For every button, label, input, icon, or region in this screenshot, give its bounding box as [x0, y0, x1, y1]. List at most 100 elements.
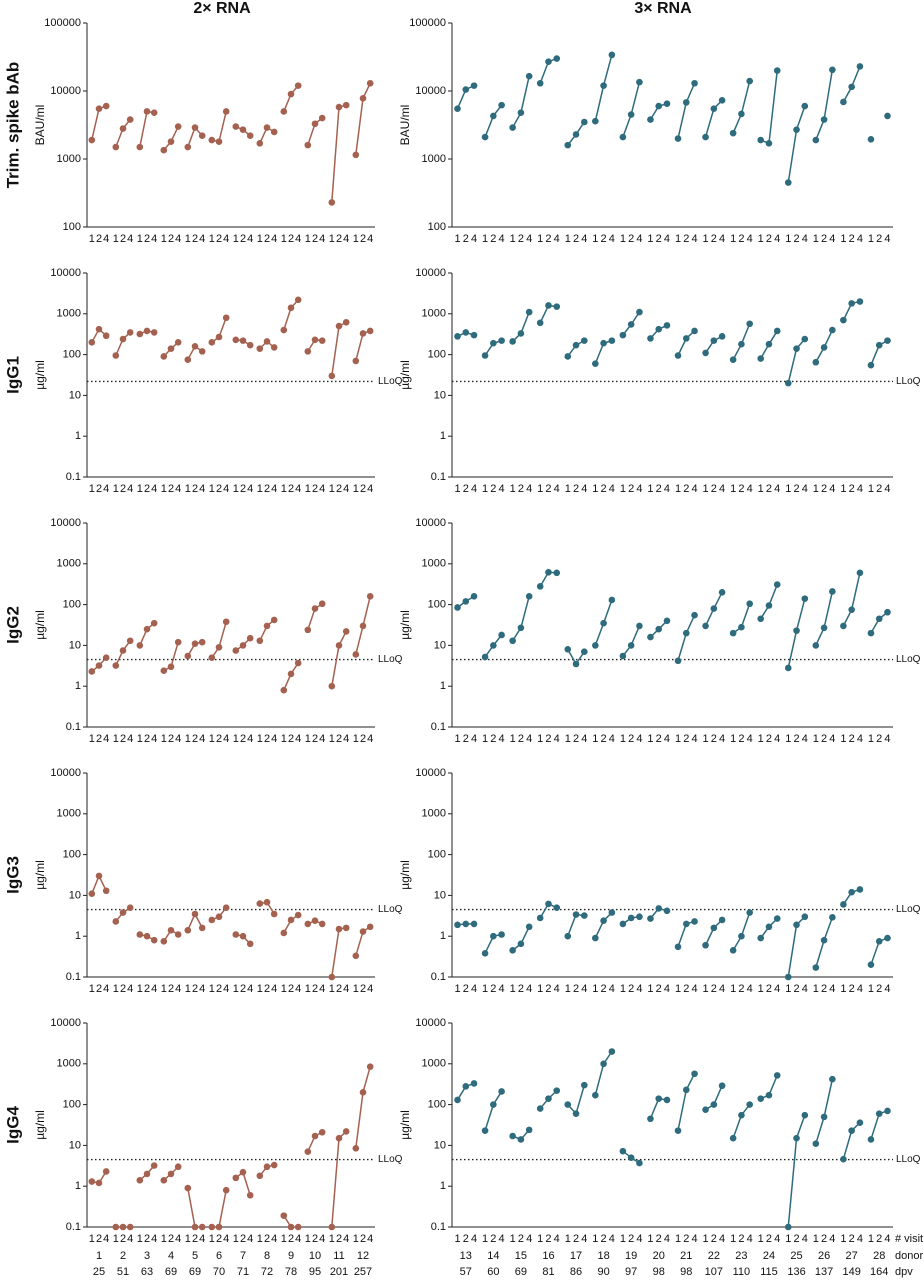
data-point	[829, 588, 836, 595]
data-point	[536, 1105, 544, 1112]
x-tick-label: 4	[554, 733, 560, 745]
data-point	[636, 913, 643, 921]
data-point	[848, 83, 855, 91]
data-point	[840, 901, 847, 908]
data-point	[875, 1110, 883, 1117]
data-point	[342, 924, 350, 932]
data-point	[525, 72, 533, 80]
x-tick-label: 1	[281, 983, 287, 995]
donor-line	[677, 82, 696, 139]
data-point	[636, 308, 643, 316]
x-tick-label: 2	[490, 983, 496, 995]
donor-line	[115, 119, 131, 148]
data-point	[738, 110, 745, 118]
x-tick-label: 1	[647, 483, 653, 495]
x-tick-label: 4	[319, 233, 325, 245]
data-point	[88, 890, 96, 898]
data-point	[801, 335, 809, 343]
y-tick-label: 10000	[50, 767, 81, 779]
x-tick-label: 4	[127, 483, 133, 495]
dpv-label: 69	[165, 1266, 177, 1278]
x-tick-label: 1	[730, 733, 736, 745]
data-point	[263, 622, 271, 630]
data-point	[663, 100, 671, 108]
data-point	[545, 302, 552, 309]
data-point	[682, 629, 690, 637]
data-point	[867, 961, 875, 969]
x-tick-label: 1	[758, 233, 764, 245]
donor-line	[677, 1073, 696, 1131]
x-tick-label: 2	[144, 233, 150, 245]
x-tick-label: 2	[264, 1233, 270, 1245]
x-tick-label: 2	[144, 983, 150, 995]
x-tick-label: 2	[96, 983, 102, 995]
donor-label: 16	[542, 1250, 554, 1262]
donor-label: 9	[288, 1250, 294, 1262]
data-point	[608, 909, 616, 916]
data-point	[256, 1172, 264, 1180]
data-point	[359, 330, 367, 337]
data-point	[280, 108, 288, 115]
data-point	[536, 319, 544, 327]
data-point	[801, 595, 809, 602]
data-point	[304, 141, 312, 149]
x-tick-label: 4	[319, 733, 325, 745]
x-tick-label: 4	[719, 733, 725, 745]
data-point	[627, 1154, 635, 1161]
x-tick-label: 4	[223, 1233, 229, 1245]
y-tick-label: 10	[69, 889, 81, 901]
x-tick-label: 2	[264, 983, 270, 995]
x-tick-label: 2	[793, 983, 799, 995]
x-tick-label: 4	[664, 233, 670, 245]
data-point	[572, 660, 580, 668]
x-tick-label: 4	[319, 483, 325, 495]
data-point	[884, 1107, 891, 1115]
data-point	[126, 1223, 134, 1231]
x-tick-label: 1	[703, 983, 709, 995]
data-point	[498, 931, 505, 938]
data-point	[581, 1081, 588, 1089]
data-point	[718, 916, 726, 924]
data-point	[691, 1070, 698, 1078]
data-point	[848, 300, 855, 307]
x-tick-label: 4	[609, 233, 615, 245]
donor-label: 7	[240, 1250, 246, 1262]
donor-line	[283, 85, 299, 112]
data-point	[160, 1176, 168, 1184]
donor-line	[622, 81, 641, 138]
reference-label: LLoQ	[896, 654, 921, 665]
x-tick-label: 2	[463, 983, 469, 995]
data-point	[517, 109, 525, 116]
y-tick-label: 10000	[415, 85, 446, 97]
donor-label: 3	[144, 1250, 150, 1262]
x-tick-label: 2	[573, 1233, 579, 1245]
data-point	[856, 886, 864, 893]
dpv-label: 136	[787, 1266, 805, 1278]
x-tick-label: 4	[343, 983, 349, 995]
data-point	[867, 629, 875, 637]
data-point	[848, 1127, 855, 1134]
data-point	[793, 627, 800, 634]
data-point	[359, 1089, 367, 1096]
x-tick-label: 4	[581, 483, 587, 495]
data-point	[270, 616, 278, 624]
y-tick-label: 0.1	[66, 971, 81, 983]
data-point	[481, 950, 489, 957]
donor-label: 23	[735, 1250, 747, 1262]
y-tick-label: 1000	[57, 308, 81, 320]
y-tick-label: 100	[63, 349, 81, 361]
dpv-label: 60	[487, 1266, 499, 1278]
x-tick-label: 1	[537, 983, 543, 995]
x-tick-label: 2	[120, 983, 126, 995]
x-tick-label: 1	[537, 733, 543, 745]
x-tick-label: 1	[675, 1233, 681, 1245]
data-point	[710, 605, 718, 612]
y-tick-label: 100	[428, 1099, 446, 1111]
donor-line	[512, 311, 530, 342]
data-point	[702, 349, 709, 357]
x-tick-label: 4	[471, 483, 477, 495]
x-tick-label: 1	[592, 1233, 598, 1245]
data-point	[318, 920, 326, 928]
data-point	[126, 116, 134, 123]
x-tick-label: 1	[305, 733, 311, 745]
